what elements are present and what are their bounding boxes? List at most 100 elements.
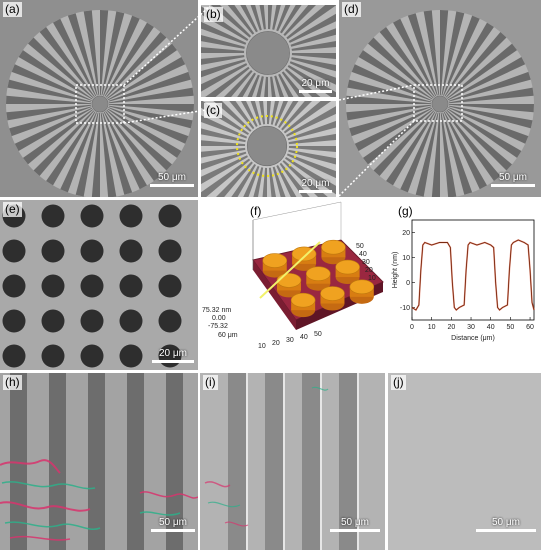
dot [158, 239, 182, 263]
scale-bar: 20 μm [299, 178, 332, 193]
stripe [339, 373, 357, 550]
stripe [166, 373, 183, 550]
panel-label: (a) [3, 2, 22, 17]
highlight-circle [236, 115, 298, 177]
dot [2, 344, 26, 368]
dot [2, 274, 26, 298]
spoke-zoom-c [201, 101, 336, 197]
scale-bar-line [299, 190, 332, 193]
dot [119, 204, 143, 228]
pillar-top [335, 259, 360, 275]
dot [158, 204, 182, 228]
stripe [88, 373, 105, 550]
panel-label: (h) [3, 375, 22, 390]
scale-bar: 50 μm [476, 517, 536, 532]
zoom-box [75, 84, 125, 124]
tick-label-right: 40 [359, 251, 367, 258]
scale-bar-label: 20 μm [301, 178, 330, 189]
dot [80, 239, 104, 263]
scale-bar-label: 50 μm [492, 517, 520, 528]
spoke-pattern [201, 101, 336, 197]
pillar-top [349, 279, 375, 295]
stripes [228, 373, 359, 550]
panel-label: (f) [250, 204, 262, 218]
pillar-top [305, 266, 331, 281]
x-tick-label: 50 [506, 324, 514, 331]
panel-label: (b) [204, 7, 223, 22]
x-unit-label: 60 μm [218, 332, 238, 339]
scale-bar-label: 50 μm [341, 517, 369, 528]
panel-g: (g) 0 10 20 30 40 50 60 -10 0 10 20 Distance (μm) He… [390, 200, 541, 370]
scale-bar-line [491, 184, 535, 187]
tick-label-right: 30 [362, 259, 370, 266]
dot [119, 274, 143, 298]
zoom-box [413, 84, 463, 122]
y-tick-label: -10 [400, 305, 410, 312]
profile-line [259, 241, 321, 299]
scale-bar-line [151, 529, 195, 532]
scale-bar-label: 20 μm [159, 348, 187, 359]
series-line [411, 239, 535, 311]
scale-bar-line [299, 90, 332, 93]
dot [80, 344, 104, 368]
scale-bar: 20 μm [299, 78, 332, 93]
tick-label-right: 20 [365, 267, 373, 274]
stripe [302, 373, 320, 550]
dot [119, 344, 143, 368]
scale-bar-label: 50 μm [159, 517, 187, 528]
tick-label-depth: 40 [300, 334, 308, 341]
x-tick-label: 20 [447, 324, 455, 331]
panel-label: (j) [391, 375, 406, 390]
scale-bar: 50 μm [491, 172, 535, 187]
pillars [262, 239, 375, 318]
surface-front-face [253, 260, 296, 330]
spoke-pattern [201, 5, 336, 97]
dot [80, 204, 104, 228]
spoke-target-d [346, 10, 534, 197]
dot [80, 309, 104, 333]
panel-label: (c) [204, 103, 222, 118]
stripe [228, 373, 246, 550]
dot [41, 309, 65, 333]
x-tick-label: 30 [467, 324, 475, 331]
z-max-label: 75.32 nm [202, 307, 231, 314]
spoke-zoom-b [201, 5, 336, 97]
stripe-edge [283, 373, 285, 550]
x-tick-label: 60 [526, 324, 534, 331]
y-tick-label: 10 [402, 255, 410, 262]
scale-bar-label: 20 μm [301, 78, 330, 89]
dot [119, 309, 143, 333]
panel-label: (g) [398, 204, 413, 218]
stripe-pattern-i [204, 373, 359, 550]
dot-array [2, 204, 182, 368]
dot [2, 239, 26, 263]
dot [41, 344, 65, 368]
panel-e: (e) 20 μm [0, 200, 198, 370]
scale-bar-line [476, 529, 536, 532]
scale-bar-line [330, 529, 380, 532]
tick-label-depth: 30 [286, 337, 294, 344]
panel-d: (d) 50 μm [339, 0, 541, 197]
z-min-label: -75.32 [208, 323, 228, 330]
panel-b: (b) 20 μm [201, 5, 336, 97]
spoke-pattern [346, 10, 534, 197]
dot [158, 309, 182, 333]
contamination-marks [204, 386, 329, 527]
panel-h: (h) 50 μm [0, 373, 198, 550]
scale-bar: 50 μm [150, 172, 194, 187]
tick-label-depth: 50 [314, 331, 322, 338]
scale-bar-label: 50 μm [158, 172, 186, 183]
dot [41, 239, 65, 263]
scale-bar: 20 μm [152, 348, 194, 363]
panel-i: (i) 50 μm [200, 373, 385, 550]
plot-frame [411, 219, 535, 321]
panel-label: (i) [203, 375, 218, 390]
series-glow [411, 239, 535, 312]
dot-grid [2, 204, 182, 368]
scale-bar: 50 μm [151, 517, 195, 532]
scale-bar-line [152, 360, 194, 363]
pillar-top [262, 253, 288, 268]
tick-label-depth: 10 [258, 343, 266, 350]
